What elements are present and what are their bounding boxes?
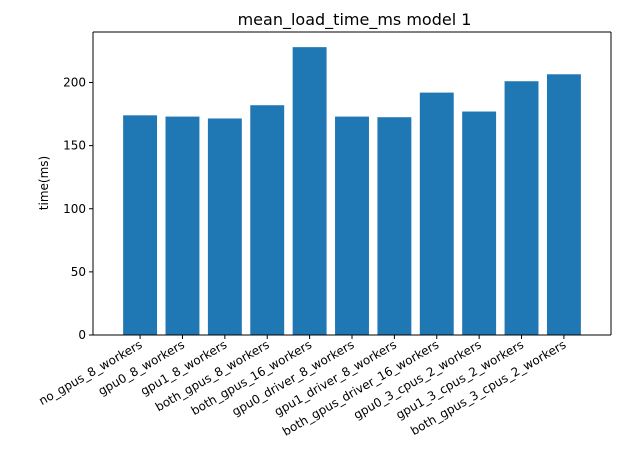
y-tick-label: 100 — [63, 202, 86, 216]
bar-gpu1_8_workers — [207, 118, 242, 335]
y-tick-label: 150 — [63, 139, 86, 153]
y-axis-label: time(ms) — [37, 156, 51, 210]
y-tick-label: 50 — [71, 265, 86, 279]
bar-both_gpus_driver_16_workers — [419, 92, 454, 335]
y-tick-label: 0 — [78, 328, 86, 342]
bar-gpu0_3_cpus_2_workers — [462, 111, 497, 335]
chart-title: mean_load_time_ms model 1 — [238, 10, 472, 30]
bar-both_gpus_8_workers — [250, 105, 285, 335]
bar-gpu1_3_cpus_2_workers — [504, 81, 539, 336]
bar-no_gpus_8_workers — [123, 115, 158, 335]
bar-both_gpus_16_workers — [292, 47, 327, 336]
bar-both_gpus_3_cpus_2_workers — [546, 74, 581, 335]
bar-gpu0_driver_8_workers — [335, 116, 369, 335]
bar-gpu1_driver_8_workers — [377, 117, 412, 335]
bar-gpu0_8_workers — [165, 116, 200, 335]
y-tick-label: 200 — [63, 76, 86, 90]
